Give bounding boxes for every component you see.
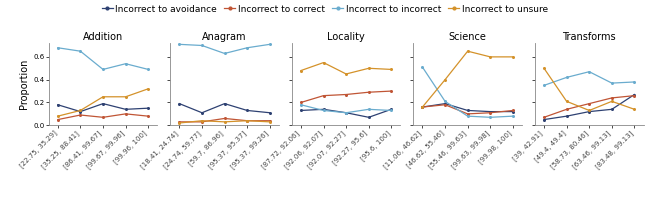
Title: Transforms: Transforms: [562, 32, 616, 42]
Title: Anagram: Anagram: [202, 32, 247, 42]
Title: Locality: Locality: [327, 32, 365, 42]
Legend: Incorrect to avoidance, Incorrect to correct, Incorrect to incorrect, Incorrect : Incorrect to avoidance, Incorrect to cor…: [102, 5, 548, 14]
Title: Science: Science: [448, 32, 487, 42]
Title: Addition: Addition: [83, 32, 123, 42]
Y-axis label: Proportion: Proportion: [19, 59, 29, 110]
